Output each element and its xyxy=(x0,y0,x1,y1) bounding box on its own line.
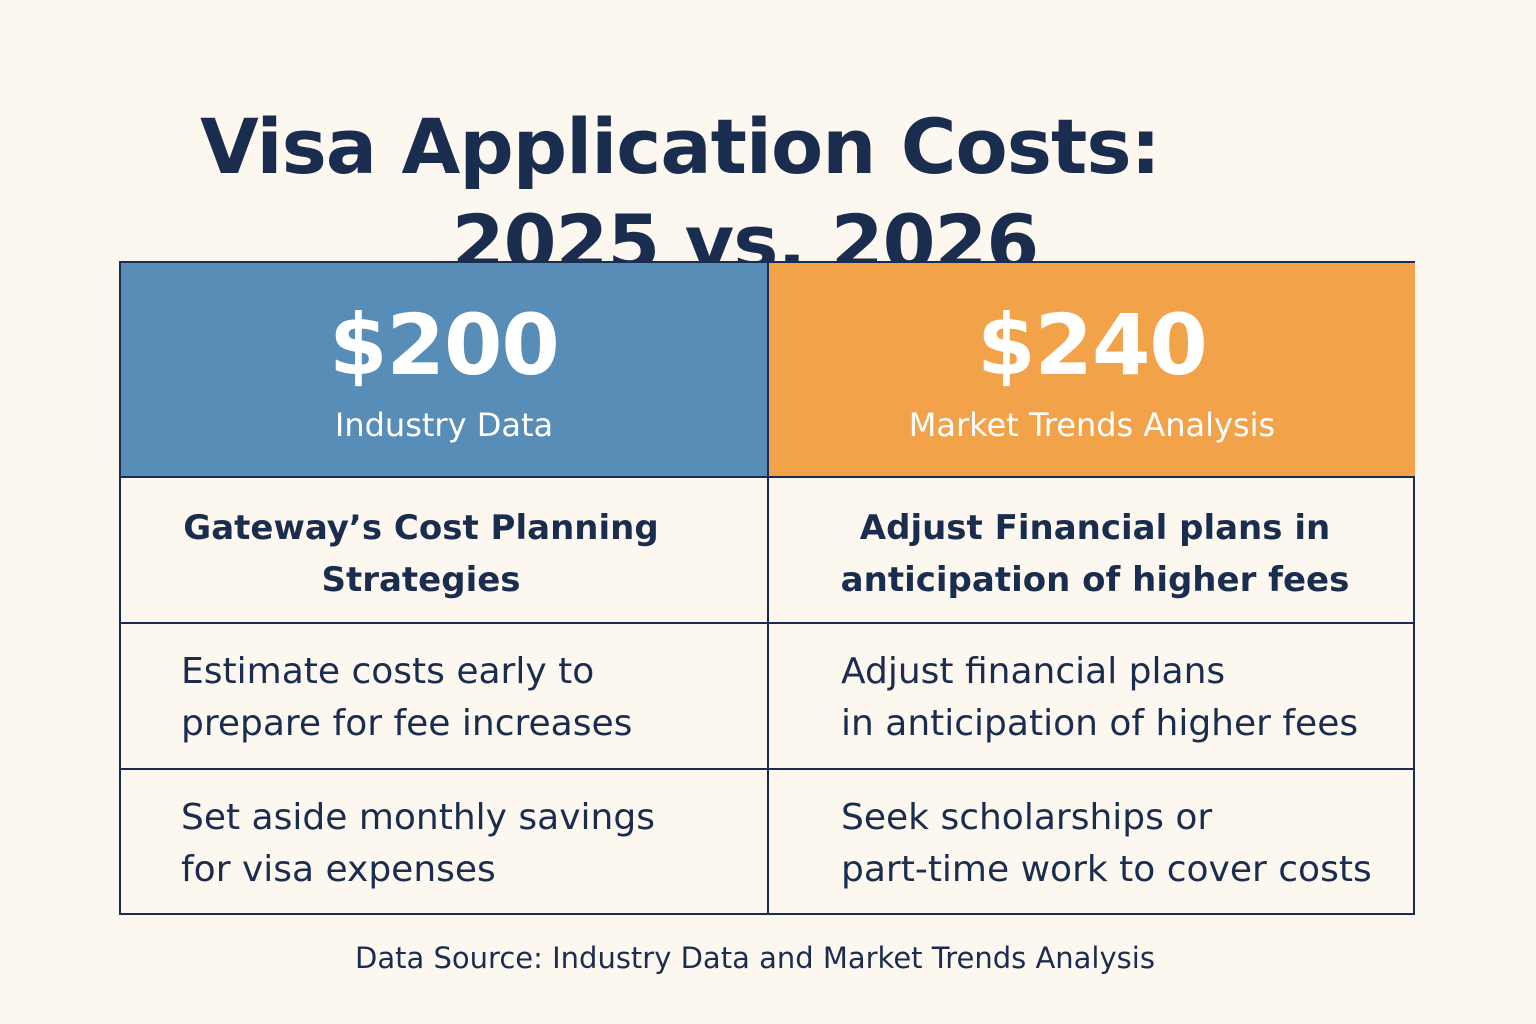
tip-2025-1-line-2: prepare for fee increases xyxy=(181,703,633,744)
strategy-heading-2026-line-2: anticipation of higher fees xyxy=(840,560,1350,600)
title-line-1: Visa Application Costs: xyxy=(200,101,1161,191)
data-source-footer: Data Source: Industry Data and Market Tr… xyxy=(355,941,1155,975)
tip-2026-2: Seek scholarships or part-time work to c… xyxy=(769,770,1415,913)
strategy-heading-2025-line-1: Gateway’s Cost Planning xyxy=(183,508,659,548)
source-label-2025: Industry Data xyxy=(334,406,554,444)
price-2025: $200 xyxy=(329,296,560,394)
tip-2025-2-line-2: for visa expenses xyxy=(181,849,496,890)
page-title: Visa Application Costs: 2025 vs. 2026 xyxy=(0,99,1360,291)
strategy-heading-2026-line-1: Adjust Financial plans in xyxy=(859,508,1331,548)
tip-2025-1-line-1: Estimate costs early to xyxy=(181,651,595,692)
comparison-table: $200 Industry Data $240 Market Trends An… xyxy=(119,261,1415,915)
strategy-heading-2025-line-2: Strategies xyxy=(321,560,521,600)
tip-2026-2-line-2: part-time work to cover costs xyxy=(841,849,1372,890)
tip-2026-1-line-2: in anticipation of higher fees xyxy=(841,703,1359,744)
tip-2026-2-line-1: Seek scholarships or xyxy=(841,797,1213,838)
tip-2025-2: Set aside monthly savings for visa expen… xyxy=(121,770,769,913)
tip-2026-1-line-1: Adjust financial plans xyxy=(841,651,1226,692)
source-label-2026: Market Trends Analysis xyxy=(908,406,1276,444)
strategy-heading-2025: Gateway’s Cost Planning Strategies xyxy=(121,478,769,624)
tip-2026-1: Adjust financial plans in anticipation o… xyxy=(769,624,1415,770)
price-2026: $240 xyxy=(977,296,1208,394)
tip-2025-1: Estimate costs early to prepare for fee … xyxy=(121,624,769,770)
header-2025: $200 Industry Data xyxy=(121,263,769,478)
tip-2025-2-line-1: Set aside monthly savings xyxy=(181,797,655,838)
strategy-heading-2026: Adjust Financial plans in anticipation o… xyxy=(769,478,1415,624)
header-2026: $240 Market Trends Analysis xyxy=(769,263,1415,478)
